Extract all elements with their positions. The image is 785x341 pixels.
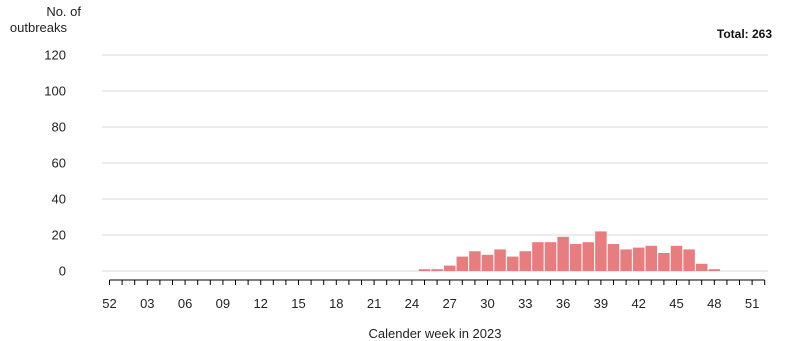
bar-week-37: [569, 244, 582, 271]
x-tick-label: 52: [102, 296, 116, 311]
bar-week-48: [708, 269, 721, 271]
y-tick-label: 60: [52, 156, 66, 171]
x-tick-label: 33: [518, 296, 532, 311]
bar-week-30: [481, 254, 494, 271]
bar-week-35: [544, 242, 557, 271]
x-tick-label: 06: [178, 296, 192, 311]
bar-week-41: [620, 249, 632, 271]
bar-week-34: [532, 242, 544, 271]
x-axis: 52 03 06 09 12 15 18 21 24 27 30 33 36 39 42 45 48 51: [102, 279, 766, 311]
bar-week-28: [456, 256, 469, 271]
y-tick-label: 100: [44, 84, 66, 99]
x-tick-label: 21: [367, 296, 381, 311]
bar-week-43: [645, 245, 658, 271]
x-tick-label: 30: [480, 296, 494, 311]
x-tick-label: 15: [291, 296, 305, 311]
total-label: Total: 263: [717, 27, 772, 41]
bar-week-26: [431, 269, 443, 271]
bar-week-32: [506, 256, 519, 271]
y-tick-label: 20: [52, 228, 66, 243]
bar-week-47: [695, 263, 708, 271]
bar-week-40: [607, 244, 620, 271]
y-tick-label: 0: [59, 264, 66, 279]
y-tick-label: 40: [52, 192, 66, 207]
x-tick-label: 27: [442, 296, 456, 311]
bar-week-29: [469, 251, 481, 271]
x-tick-label: 39: [594, 296, 608, 311]
bar-week-39: [595, 231, 607, 271]
y-tick-label: 80: [52, 120, 66, 135]
bar-week-46: [683, 249, 695, 271]
y-tick-label: 120: [44, 48, 66, 63]
bar-week-33: [519, 251, 532, 271]
bar-week-44: [658, 253, 670, 271]
bar-week-38: [582, 242, 595, 271]
x-tick-label: 51: [745, 296, 759, 311]
y-axis-label-line-1: No. of: [46, 4, 81, 19]
bar-week-27: [443, 265, 456, 271]
x-tick-label: 12: [253, 296, 267, 311]
x-tick-label: 24: [405, 296, 419, 311]
x-tick-label: 42: [631, 296, 645, 311]
x-axis-label: Calender week in 2023: [369, 326, 502, 341]
x-tick-label: 09: [216, 296, 230, 311]
bar-week-31: [494, 249, 506, 271]
x-tick-label: 36: [556, 296, 570, 311]
bar-week-36: [557, 236, 569, 271]
bar-week-42: [632, 247, 645, 271]
x-tick-label: 48: [707, 296, 721, 311]
x-tick-label: 03: [140, 296, 154, 311]
bar-week-45: [670, 245, 683, 271]
bars: [418, 231, 721, 271]
y-tick-labels: 0 20 40 60 80 100 120: [44, 48, 66, 279]
bar-week-25: [418, 269, 431, 271]
x-tick-label: 18: [329, 296, 343, 311]
x-tick-label: 45: [669, 296, 683, 311]
gridlines: [102, 54, 768, 272]
y-axis-label-line-2: outbreaks: [10, 20, 68, 35]
